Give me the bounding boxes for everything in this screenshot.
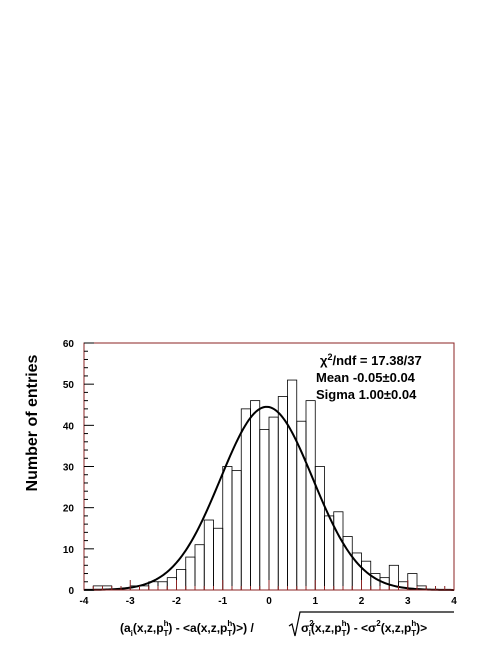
histogram-layer <box>92 379 427 591</box>
histogram-bin <box>139 585 150 591</box>
y-tick-label: 10 <box>63 545 75 556</box>
x-tick-label: 3 <box>405 596 411 607</box>
histogram-bin <box>287 379 298 591</box>
histogram-bin <box>333 511 344 591</box>
x-tick-label: -4 <box>80 596 89 607</box>
y-tick-label: 30 <box>63 463 75 474</box>
x-tick-label: -3 <box>126 596 135 607</box>
histogram-bin <box>259 429 270 591</box>
x-axis-title: (ai(x,z,ph T) - <a(x,z,ph T)>) / σ2 i(x,z,p… <box>120 611 454 638</box>
histogram-bin <box>166 577 177 591</box>
histogram-bin <box>250 400 261 591</box>
histogram-bin <box>305 400 316 591</box>
y-axis-title: Number of entries <box>24 354 41 491</box>
y-tick-label: 50 <box>63 380 75 391</box>
histogram-bin <box>185 556 196 591</box>
histogram-bin <box>176 569 187 591</box>
histogram-bin <box>240 408 251 591</box>
histogram-bin <box>203 519 214 591</box>
histogram-bin <box>277 396 288 591</box>
histogram-bin <box>268 416 279 591</box>
y-tick-label: 40 <box>63 421 75 432</box>
histogram-bin <box>194 544 205 591</box>
x-tick-label: -2 <box>172 596 181 607</box>
svg-text:(ai(x,z,phT) - <a(x,z,phT)>) /: (ai(x,z,ph T) - <a(x,z,ph T)>) / <box>120 619 254 638</box>
gaussian-fit-curve <box>83 405 455 591</box>
y-tick-label: 0 <box>68 586 74 597</box>
x-tick-label: -1 <box>218 596 227 607</box>
sqrt-sign <box>288 611 454 637</box>
histogram-bin <box>222 466 233 591</box>
histogram-bin <box>314 466 325 591</box>
chi2-ndf-label: χ2/ndf = 17.38/37 <box>320 352 422 368</box>
y-tick-label: 20 <box>63 504 75 515</box>
histogram-bin <box>213 527 224 591</box>
x-tick-label: 1 <box>312 596 318 607</box>
x-tick-label: 2 <box>359 596 365 607</box>
histogram-bin <box>157 581 168 591</box>
y-tick-label: 60 <box>63 339 75 350</box>
histogram-bin <box>231 470 242 591</box>
x-tick-label: 4 <box>451 596 457 607</box>
mean-label: Mean -0.05±0.04 <box>316 370 416 385</box>
histogram-bin <box>324 515 335 591</box>
x-tick-label: 0 <box>266 596 272 607</box>
sigma-label: Sigma 1.00±0.04 <box>316 387 417 402</box>
svg-text:σ2i(x,z,phT) - <σ2(x,z,phT)>: σ2 i(x,z,ph T) - <σ2(x,z,ph T)> <box>301 619 427 638</box>
